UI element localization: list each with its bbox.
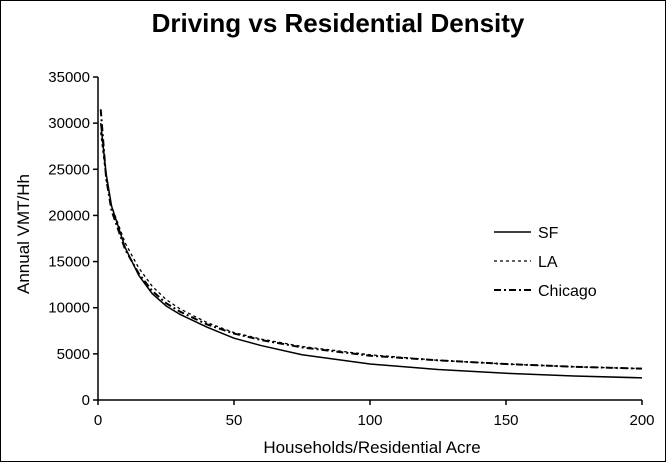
chart-title: Driving vs Residential Density: [152, 8, 525, 38]
series-layer: [99, 109, 643, 379]
x-tick-label: 150: [493, 412, 518, 429]
legend-label-chicago: Chicago: [538, 283, 597, 300]
y-tick-label: 15000: [48, 254, 90, 271]
x-tick-label: 50: [226, 412, 243, 429]
y-axis-label: Annual VMT/Hh: [14, 174, 33, 294]
series-line-chicago: [99, 109, 643, 370]
y-tick-label: 0: [82, 392, 90, 409]
y-tick-label: 25000: [48, 161, 90, 178]
y-tick-label: 10000: [48, 300, 90, 317]
y-tick-label: 35000: [48, 69, 90, 86]
y-ticks: 0 5000 10000 15000 20000 25000 30000 35000: [48, 69, 98, 409]
legend-label-sf: SF: [538, 225, 559, 242]
x-tick-label: 0: [94, 412, 102, 429]
y-tick-label: 5000: [57, 346, 90, 363]
x-tick-label: 100: [357, 412, 382, 429]
y-tick-label: 30000: [48, 115, 90, 132]
x-axis-label: Households/Residential Acre: [263, 438, 480, 457]
x-tick-label: 200: [629, 412, 654, 429]
y-tick-label: 20000: [48, 207, 90, 224]
legend: SF LA Chicago: [494, 225, 597, 300]
x-ticks: 0 50 100 150 200: [94, 400, 655, 429]
legend-label-la: LA: [538, 254, 558, 271]
